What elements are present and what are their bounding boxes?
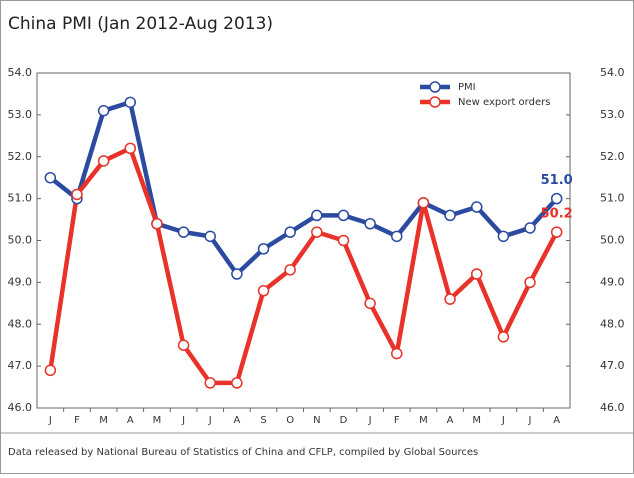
point xyxy=(444,293,456,305)
y2-tick-label: 53.0 xyxy=(600,108,625,121)
x-tick-label: O xyxy=(286,415,294,426)
point xyxy=(337,209,350,222)
point xyxy=(204,230,216,243)
y2-tick-label: 49.0 xyxy=(600,275,625,288)
point xyxy=(364,218,376,230)
point xyxy=(284,264,296,276)
x-tick-label: J xyxy=(528,415,532,426)
value-label: 51.0 xyxy=(541,173,573,188)
point xyxy=(417,197,430,209)
y2-tick-label: 48.0 xyxy=(600,317,625,330)
x-tick-label: S xyxy=(260,415,266,426)
point xyxy=(550,192,563,205)
y2-tick-label: 54.0 xyxy=(600,66,625,79)
x-tick-label: M xyxy=(99,415,108,426)
point xyxy=(177,226,190,238)
y-tick-label: 52.0 xyxy=(8,150,33,163)
x-tick-label: D xyxy=(340,415,348,426)
y2-tick-label: 47.0 xyxy=(600,359,625,372)
y-tick-label: 53.0 xyxy=(8,108,33,121)
x-tick-label: J xyxy=(181,415,185,426)
point xyxy=(524,222,536,234)
y-tick-label: 47.0 xyxy=(8,359,33,372)
x-tick-label: A xyxy=(233,415,240,426)
point xyxy=(124,96,137,109)
point xyxy=(44,171,57,184)
x-tick-label: A xyxy=(553,415,560,426)
y2-tick-label: 52.0 xyxy=(600,150,625,163)
y2-tick-label: 51.0 xyxy=(600,192,625,205)
legend-label: New export orders xyxy=(458,97,550,108)
x-tick-label: F xyxy=(394,415,400,426)
y-tick-label: 46.0 xyxy=(8,401,33,414)
x-tick-label: A xyxy=(127,415,134,426)
point xyxy=(470,268,483,280)
legend-marker xyxy=(429,81,441,93)
point xyxy=(311,209,323,222)
point xyxy=(257,243,270,255)
point xyxy=(550,226,563,238)
value-label: 50.2 xyxy=(541,207,573,222)
x-tick-label: J xyxy=(501,415,505,426)
y2-tick-label: 50.0 xyxy=(600,234,625,247)
point xyxy=(204,377,216,389)
y-tick-label: 48.0 xyxy=(8,317,33,330)
chart-title: China PMI (Jan 2012-Aug 2013) xyxy=(8,14,273,34)
point xyxy=(497,331,510,343)
point xyxy=(337,234,350,247)
point xyxy=(97,155,110,167)
y-tick-label: 51.0 xyxy=(8,192,33,205)
x-tick-label: M xyxy=(419,415,428,426)
point xyxy=(470,201,483,213)
point xyxy=(284,226,296,238)
x-tick-label: N xyxy=(313,415,320,426)
point xyxy=(151,218,163,230)
x-tick-label: J xyxy=(368,415,372,426)
point xyxy=(231,268,243,280)
point xyxy=(97,104,110,117)
point xyxy=(177,339,190,351)
point xyxy=(44,364,57,377)
series-line xyxy=(48,146,559,386)
point xyxy=(444,209,456,222)
x-tick-label: M xyxy=(472,415,481,426)
y-tick-label: 50.0 xyxy=(8,234,33,247)
y-tick-label: 49.0 xyxy=(8,275,33,288)
point xyxy=(524,276,536,289)
point xyxy=(364,297,376,310)
x-tick-label: J xyxy=(48,415,52,426)
x-tick-label: A xyxy=(447,415,454,426)
x-tick-label: F xyxy=(74,415,80,426)
legend-marker xyxy=(429,96,441,108)
y-tick-label: 54.0 xyxy=(8,66,33,79)
point xyxy=(124,142,137,155)
source-note: Data released by National Bureau of Stat… xyxy=(8,447,478,458)
legend-label: PMI xyxy=(458,82,476,93)
point xyxy=(391,230,403,243)
x-tick-label: M xyxy=(153,415,162,426)
point xyxy=(231,377,243,389)
x-tick-label: J xyxy=(208,415,212,426)
point xyxy=(71,188,83,201)
point xyxy=(497,230,510,243)
y2-tick-label: 46.0 xyxy=(600,401,625,414)
point xyxy=(311,226,323,238)
point xyxy=(391,347,403,360)
point xyxy=(257,285,270,297)
